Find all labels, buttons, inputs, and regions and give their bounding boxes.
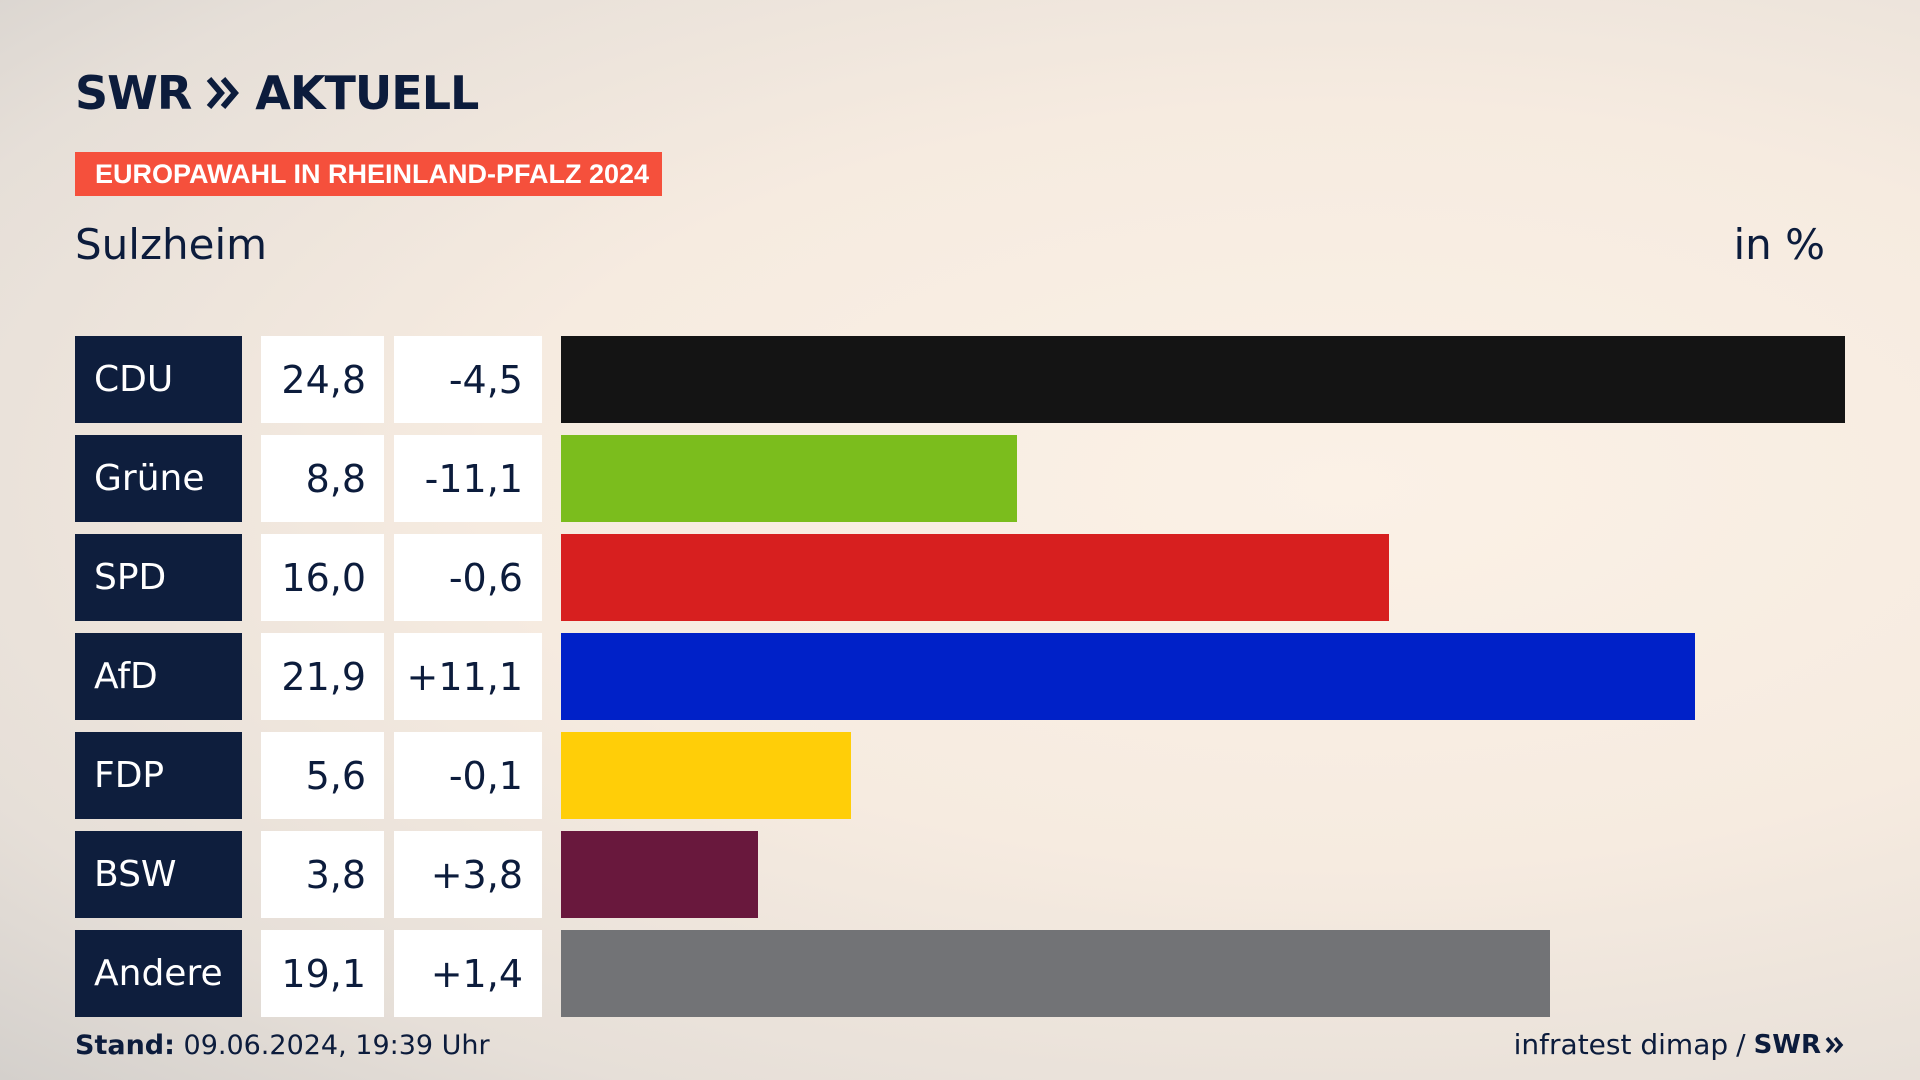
result-bar xyxy=(561,534,1389,621)
vote-share-value: 3,8 xyxy=(261,831,384,918)
result-row-grüne: Grüne 8,8 -11,1 xyxy=(75,435,1845,522)
source-name: infratest dimap xyxy=(1513,1028,1729,1061)
election-banner: EUROPAWAHL IN RHEINLAND-PFALZ 2024 xyxy=(75,152,662,196)
result-row-andere: Andere 19,1 +1,4 xyxy=(75,930,1845,1017)
result-row-cdu: CDU 24,8 -4,5 xyxy=(75,336,1845,423)
vote-share-value: 24,8 xyxy=(261,336,384,423)
vote-change-value: -4,5 xyxy=(394,336,542,423)
result-bar xyxy=(561,435,1017,522)
vote-change-value: +1,4 xyxy=(394,930,542,1017)
result-bar xyxy=(561,336,1845,423)
party-label: Grüne xyxy=(75,435,242,522)
vote-share-value: 5,6 xyxy=(261,732,384,819)
vote-change-value: +11,1 xyxy=(394,633,542,720)
result-row-bsw: BSW 3,8 +3,8 xyxy=(75,831,1845,918)
vote-change-value: +3,8 xyxy=(394,831,542,918)
double-chevron-icon xyxy=(205,75,241,111)
result-bar xyxy=(561,732,851,819)
result-bar xyxy=(561,633,1695,720)
party-label: BSW xyxy=(75,831,242,918)
party-label: SPD xyxy=(75,534,242,621)
vote-change-value: -0,6 xyxy=(394,534,542,621)
location-title: Sulzheim xyxy=(75,220,268,269)
vote-share-value: 16,0 xyxy=(261,534,384,621)
party-label: Andere xyxy=(75,930,242,1017)
result-row-spd: SPD 16,0 -0,6 xyxy=(75,534,1845,621)
unit-label: in % xyxy=(1733,220,1825,269)
party-label: CDU xyxy=(75,336,242,423)
vote-share-value: 19,1 xyxy=(261,930,384,1017)
result-bar xyxy=(561,930,1550,1017)
result-bar xyxy=(561,831,758,918)
logo-aktuell-text: AKTUELL xyxy=(255,66,479,120)
vote-change-value: -0,1 xyxy=(394,732,542,819)
swr-small-text: SWR xyxy=(1753,1029,1821,1060)
logo-swr-text: SWR xyxy=(75,66,192,120)
stand-label: Stand: xyxy=(75,1030,175,1061)
vote-change-value: -11,1 xyxy=(394,435,542,522)
vote-share-value: 21,9 xyxy=(261,633,384,720)
party-label: FDP xyxy=(75,732,242,819)
small-chevron-icon xyxy=(1825,1036,1844,1053)
result-row-afd: AfD 21,9 +11,1 xyxy=(75,633,1845,720)
vote-share-value: 8,8 xyxy=(261,435,384,522)
result-row-fdp: FDP 5,6 -0,1 xyxy=(75,732,1845,819)
stand-value: 09.06.2024, 19:39 Uhr xyxy=(183,1030,490,1061)
source-credit: infratest dimap / SWR xyxy=(1514,1028,1845,1061)
swr-small-logo: SWR xyxy=(1754,1030,1845,1060)
source-separator: / xyxy=(1736,1028,1746,1061)
party-label: AfD xyxy=(75,633,242,720)
swr-aktuell-logo: SWR AKTUELL xyxy=(75,66,479,120)
stand-timestamp: Stand: 09.06.2024, 19:39 Uhr xyxy=(75,1030,490,1061)
